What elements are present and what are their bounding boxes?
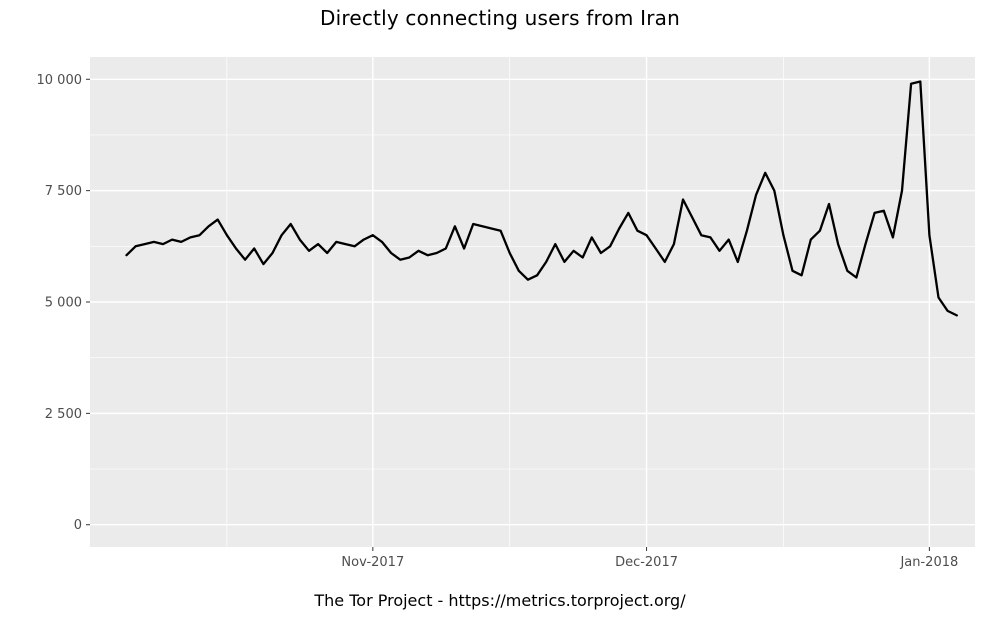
- y-tick-label: 2 500: [45, 407, 82, 422]
- y-tick-label: 7 500: [45, 184, 82, 199]
- x-tick-label: Jan-2018: [899, 555, 958, 570]
- y-tick-label: 0: [74, 518, 82, 533]
- y-tick-label: 10 000: [37, 73, 83, 88]
- data-line: [125, 80, 958, 317]
- chart-title: Directly connecting users from Iran: [320, 6, 680, 30]
- x-tick-label: Dec-2017: [615, 555, 678, 570]
- x-tick-label: Nov-2017: [341, 555, 404, 570]
- y-tick-label: 5 000: [45, 296, 82, 311]
- chart-footer: The Tor Project - https://metrics.torpro…: [314, 591, 686, 610]
